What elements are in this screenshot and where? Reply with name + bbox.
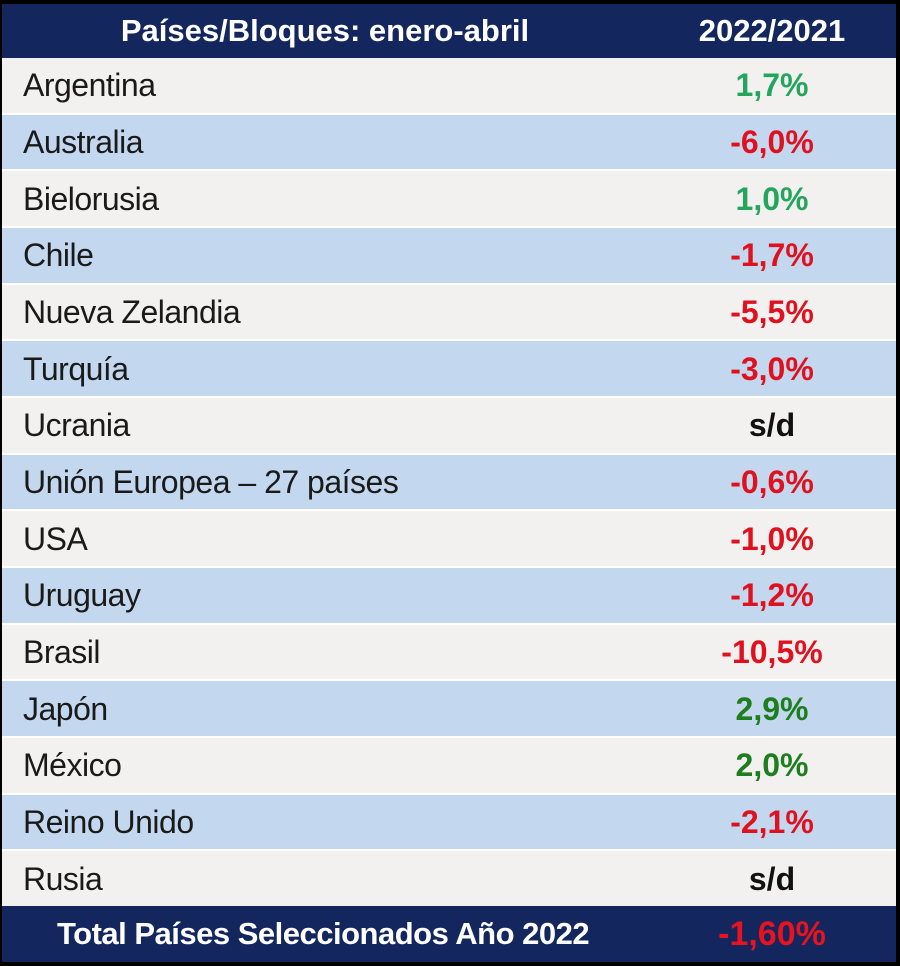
table-row: Uruguay -1,2% (2, 568, 896, 625)
country-name: Australia (23, 124, 144, 160)
table-body: Argentina 1,7% Australia -6,0% Bielorusi… (2, 58, 896, 907)
total-value: -1,60% (718, 914, 826, 953)
table-row: Unión Europea – 27 países -0,6% (2, 454, 896, 512)
table-row: Argentina 1,7% (2, 58, 896, 115)
country-name: México (23, 747, 122, 784)
table-row: Australia -6,0% (2, 114, 896, 172)
total-label: Total Países Seleccionados Año 2022 (57, 916, 590, 951)
table-row: Brasil -10,5% (2, 624, 896, 682)
country-name: Argentina (23, 67, 156, 104)
country-name: Uruguay (23, 577, 141, 614)
table-row: Chile -1,7% (2, 228, 896, 285)
value-cell: -6,0% (730, 124, 814, 160)
value-cell: -3,0% (730, 350, 814, 387)
country-name: Japón (23, 690, 108, 727)
country-name: Chile (23, 237, 94, 274)
country-name: USA (23, 520, 88, 557)
country-name: Nueva Zelandia (23, 294, 241, 331)
country-name: Brasil (23, 634, 101, 671)
value-cell: -10,5% (721, 634, 823, 671)
header-countries-column: Países/Bloques: enero-abril (120, 13, 530, 48)
value-cell: -5,5% (730, 294, 814, 331)
value-cell: -1,7% (730, 237, 814, 274)
table-row: USA -1,0% (2, 511, 896, 569)
country-name: Bielorusia (23, 180, 159, 217)
table-row: Rusia s/d (2, 851, 896, 907)
table-row: Nueva Zelandia -5,5% (2, 284, 896, 342)
value-cell: -1,2% (730, 577, 814, 614)
table-row: México 2,0% (2, 738, 896, 795)
table-row: Bielorusia 1,0% (2, 171, 896, 229)
table-row: Ucrania s/d (2, 398, 896, 455)
value-cell: -1,0% (730, 520, 814, 557)
value-cell: 2,9% (735, 690, 809, 727)
country-name: Turquía (23, 350, 129, 387)
country-name: Reino Unido (23, 804, 194, 841)
country-name: Rusia (23, 860, 103, 897)
value-cell: 1,7% (735, 67, 809, 104)
countries-change-table: Países/Bloques: enero-abril 2022/2021 Ar… (2, 4, 896, 962)
value-cell: 1,0% (735, 180, 809, 217)
value-cell: s/d (748, 860, 796, 897)
table-total-row: Total Países Seleccionados Año 2022 -1,6… (2, 906, 896, 962)
country-name: Unión Europea – 27 países (23, 464, 399, 501)
header-value-column: 2022/2021 (698, 13, 846, 48)
table-row: Reino Unido -2,1% (2, 794, 896, 852)
value-cell: -0,6% (730, 464, 814, 501)
table-header-row: Países/Bloques: enero-abril 2022/2021 (2, 4, 896, 58)
value-cell: s/d (748, 407, 796, 444)
value-cell: 2,0% (735, 747, 809, 784)
table-row: Turquía -3,0% (2, 341, 896, 399)
table-row: Japón 2,9% (2, 681, 896, 739)
value-cell: -2,1% (730, 804, 814, 841)
country-name: Ucrania (23, 407, 130, 444)
